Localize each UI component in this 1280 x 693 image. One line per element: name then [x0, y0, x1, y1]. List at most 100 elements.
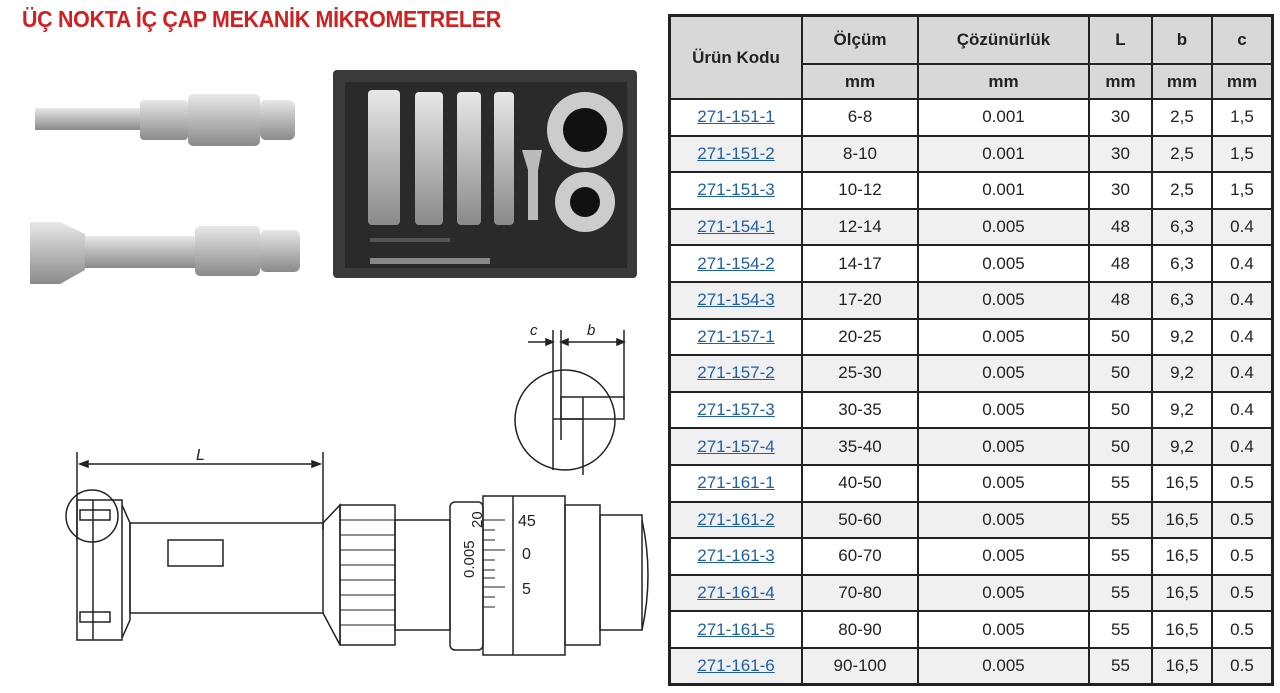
- cell-product-code: 271-161-5: [668, 610, 803, 649]
- product-code-link[interactable]: 271-161-3: [697, 546, 775, 566]
- header-L: L: [1088, 14, 1153, 65]
- header-b: b: [1151, 14, 1213, 65]
- cell-product-code: 271-157-3: [668, 390, 803, 430]
- cell-measurement: 90-100: [801, 646, 919, 686]
- detail-circle: [514, 369, 616, 471]
- product-code-link[interactable]: 271-157-4: [697, 436, 775, 456]
- resolution-mark: 0.005: [461, 540, 478, 578]
- cell-b: 16,5: [1151, 500, 1213, 540]
- cell-L: 30: [1088, 98, 1153, 137]
- header-c: c: [1211, 14, 1274, 65]
- product-code-link[interactable]: 271-157-3: [697, 400, 775, 420]
- small-micrometer-photo: [35, 94, 295, 146]
- cell-measurement: 30-35: [801, 390, 919, 430]
- cell-product-code: 271-154-3: [668, 280, 803, 320]
- cell-c: 0.5: [1211, 573, 1274, 613]
- cell-b: 2,5: [1151, 134, 1213, 174]
- cell-resolution: 0.005: [917, 244, 1090, 283]
- cell-c: 0.5: [1211, 500, 1274, 540]
- cell-b: 16,5: [1151, 573, 1213, 613]
- product-code-link[interactable]: 271-161-1: [697, 473, 775, 493]
- thimble-label-5: 5: [522, 581, 531, 598]
- cell-L: 48: [1088, 207, 1153, 247]
- cell-resolution: 0.005: [917, 280, 1090, 320]
- cell-resolution: 0.005: [917, 427, 1090, 466]
- cell-c: 1,5: [1211, 171, 1274, 210]
- table-row: 271-161-3 60-70 0.005 55 16,5 0.5: [668, 537, 1274, 576]
- product-code-link[interactable]: 271-151-2: [697, 143, 775, 163]
- product-code-link[interactable]: 271-154-1: [697, 217, 775, 237]
- cell-product-code: 271-157-4: [668, 427, 803, 466]
- cell-b: 9,2: [1151, 427, 1213, 466]
- unit-L: mm: [1088, 63, 1153, 100]
- cell-b: 2,5: [1151, 171, 1213, 210]
- unit-measurement: mm: [801, 63, 919, 100]
- product-code-link[interactable]: 271-151-3: [697, 180, 775, 200]
- thimble-label-0: 0: [522, 546, 531, 563]
- product-code-link[interactable]: 271-151-1: [697, 107, 775, 127]
- large-micrometer-photo: [30, 222, 300, 284]
- cell-L: 50: [1088, 317, 1153, 357]
- product-code-link[interactable]: 271-154-2: [697, 253, 775, 273]
- cell-resolution: 0.005: [917, 537, 1090, 576]
- cell-resolution: 0.005: [917, 573, 1090, 613]
- product-code-link[interactable]: 271-157-1: [697, 326, 775, 346]
- table-row: 271-151-2 8-10 0.001 30 2,5 1,5: [668, 134, 1274, 174]
- dimension-drawing: L 45 0 5 0.005 20 c b: [65, 322, 649, 656]
- product-code-link[interactable]: 271-161-5: [697, 619, 775, 639]
- cell-product-code: 271-157-2: [668, 354, 803, 393]
- table-row: 271-161-2 50-60 0.005 55 16,5 0.5: [668, 500, 1274, 540]
- unit-c: mm: [1211, 63, 1274, 100]
- cell-L: 50: [1088, 390, 1153, 430]
- table-row: 271-151-3 10-12 0.001 30 2,5 1,5: [668, 171, 1274, 210]
- product-code-link[interactable]: 271-161-4: [697, 583, 775, 603]
- cell-L: 48: [1088, 280, 1153, 320]
- sleeve-mark: 20: [469, 511, 486, 528]
- table-row: 271-161-6 90-100 0.005 55 16,5 0.5: [668, 646, 1274, 686]
- cell-resolution: 0.005: [917, 646, 1090, 686]
- micrometer-case-photo: [333, 70, 637, 278]
- cell-c: 0.4: [1211, 354, 1274, 393]
- product-photos: [30, 70, 637, 284]
- cell-measurement: 40-50: [801, 463, 919, 503]
- cell-product-code: 271-157-1: [668, 317, 803, 357]
- cell-product-code: 271-151-2: [668, 134, 803, 174]
- cell-L: 55: [1088, 646, 1153, 686]
- cell-L: 30: [1088, 171, 1153, 210]
- cell-c: 0.5: [1211, 646, 1274, 686]
- cell-b: 16,5: [1151, 463, 1213, 503]
- thimble-label-45: 45: [518, 513, 536, 530]
- cell-measurement: 17-20: [801, 280, 919, 320]
- cell-L: 50: [1088, 427, 1153, 466]
- cell-resolution: 0.001: [917, 98, 1090, 137]
- cell-measurement: 8-10: [801, 134, 919, 174]
- cell-L: 48: [1088, 244, 1153, 283]
- cell-resolution: 0.001: [917, 171, 1090, 210]
- cell-product-code: 271-161-3: [668, 537, 803, 576]
- cell-c: 0.4: [1211, 207, 1274, 247]
- cell-product-code: 271-154-1: [668, 207, 803, 247]
- cell-c: 0.5: [1211, 610, 1274, 649]
- cell-c: 1,5: [1211, 98, 1274, 137]
- product-code-link[interactable]: 271-157-2: [697, 363, 775, 383]
- cell-c: 0.4: [1211, 427, 1274, 466]
- cell-b: 6,3: [1151, 244, 1213, 283]
- cell-product-code: 271-151-1: [668, 98, 803, 137]
- cell-product-code: 271-161-4: [668, 573, 803, 613]
- cell-c: 0.4: [1211, 280, 1274, 320]
- product-code-link[interactable]: 271-161-6: [697, 655, 775, 675]
- cell-measurement: 80-90: [801, 610, 919, 649]
- cell-L: 50: [1088, 354, 1153, 393]
- dim-c-label: c: [530, 322, 538, 339]
- cell-measurement: 60-70: [801, 537, 919, 576]
- cell-resolution: 0.005: [917, 317, 1090, 357]
- dim-L-label: L: [196, 447, 205, 464]
- table-row: 271-161-1 40-50 0.005 55 16,5 0.5: [668, 463, 1274, 503]
- product-code-link[interactable]: 271-161-2: [697, 509, 775, 529]
- cell-resolution: 0.005: [917, 207, 1090, 247]
- page-title: ÜÇ NOKTA İÇ ÇAP MEKANİK MİKROMETRELER: [22, 6, 501, 32]
- product-code-link[interactable]: 271-154-3: [697, 290, 775, 310]
- table-row: 271-154-3 17-20 0.005 48 6,3 0.4: [668, 280, 1274, 320]
- unit-b: mm: [1151, 63, 1213, 100]
- cell-b: 16,5: [1151, 646, 1213, 686]
